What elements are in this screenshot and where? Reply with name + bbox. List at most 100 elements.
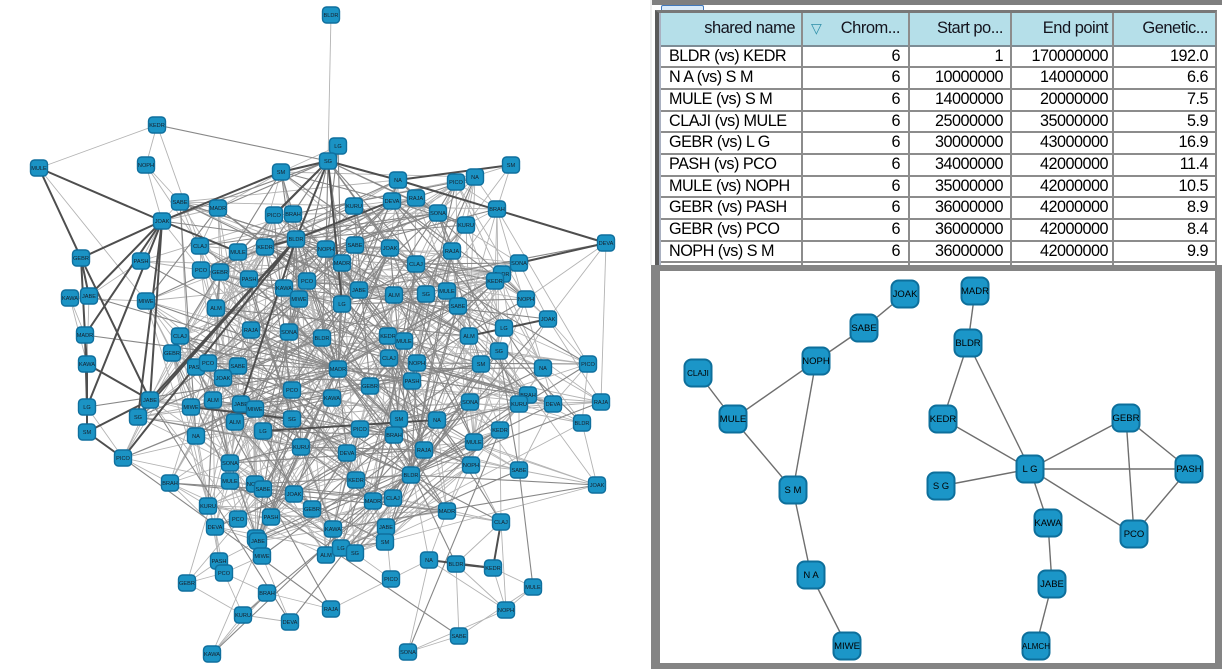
svg-text:MADR: MADR xyxy=(77,333,93,339)
svg-text:KURU: KURU xyxy=(458,223,474,229)
svg-text:JOAK: JOAK xyxy=(893,289,918,300)
svg-text:CLAJ: CLAJ xyxy=(409,262,423,268)
svg-text:DEVA: DEVA xyxy=(546,402,561,408)
svg-text:MADR: MADR xyxy=(334,261,350,267)
svg-text:DEVA: DEVA xyxy=(340,451,355,457)
svg-text:CLAJ: CLAJ xyxy=(193,244,207,250)
svg-text:PCO: PCO xyxy=(218,571,231,577)
svg-text:CLAJ: CLAJ xyxy=(173,334,187,340)
svg-text:GEBR: GEBR xyxy=(212,270,228,276)
svg-text:NOPH: NOPH xyxy=(138,163,154,169)
svg-text:SM: SM xyxy=(477,362,486,368)
svg-text:PICO: PICO xyxy=(116,456,130,462)
svg-text:SG: SG xyxy=(495,349,503,355)
svg-text:BRAH: BRAH xyxy=(386,433,402,439)
svg-text:RAJA: RAJA xyxy=(324,607,339,613)
svg-text:PASH: PASH xyxy=(264,515,279,521)
svg-text:PASH: PASH xyxy=(134,259,149,265)
svg-text:SG: SG xyxy=(134,415,142,421)
svg-text:DEVA: DEVA xyxy=(283,620,298,626)
svg-text:MULE: MULE xyxy=(525,585,541,591)
svg-text:RAJA: RAJA xyxy=(445,249,460,255)
svg-text:GEBR: GEBR xyxy=(73,256,89,262)
svg-text:SM: SM xyxy=(381,540,390,546)
svg-text:ALM: ALM xyxy=(463,334,475,340)
svg-text:NA: NA xyxy=(539,366,547,372)
svg-text:PASH: PASH xyxy=(1176,464,1201,475)
svg-text:JOAK: JOAK xyxy=(155,219,170,225)
svg-text:MULE: MULE xyxy=(230,250,246,256)
svg-text:PCO: PCO xyxy=(301,279,314,285)
svg-text:MADR: MADR xyxy=(210,206,226,212)
svg-text:BLDR: BLDR xyxy=(449,562,464,568)
svg-text:SONA: SONA xyxy=(222,461,238,467)
svg-text:BLDR: BLDR xyxy=(324,13,339,19)
svg-text:KEDR: KEDR xyxy=(487,279,503,285)
svg-text:ALM: ALM xyxy=(229,420,241,426)
svg-text:NOPH: NOPH xyxy=(318,247,334,253)
svg-text:PASH: PASH xyxy=(189,365,204,371)
svg-text:PCO: PCO xyxy=(232,517,245,523)
svg-text:MULE: MULE xyxy=(466,440,482,446)
svg-text:MIWE: MIWE xyxy=(183,405,198,411)
svg-text:NOPH: NOPH xyxy=(498,608,514,614)
svg-text:NOPH: NOPH xyxy=(518,297,534,303)
svg-text:NA: NA xyxy=(192,434,200,440)
svg-text:PICO: PICO xyxy=(267,213,281,219)
svg-text:PCO: PCO xyxy=(286,388,299,394)
svg-text:SABE: SABE xyxy=(256,487,271,493)
svg-text:MADR: MADR xyxy=(961,286,989,297)
svg-text:GEBR: GEBR xyxy=(1113,413,1140,424)
svg-text:SABE: SABE xyxy=(173,200,188,206)
svg-text:SM: SM xyxy=(395,417,404,423)
svg-text:KEDR: KEDR xyxy=(257,245,273,251)
svg-text:CLAJ: CLAJ xyxy=(386,496,400,502)
svg-text:MADR: MADR xyxy=(439,509,455,515)
svg-text:KEDR: KEDR xyxy=(485,566,501,572)
svg-text:BRAH: BRAH xyxy=(162,481,178,487)
svg-text:MIWE: MIWE xyxy=(291,297,306,303)
svg-text:BRAH: BRAH xyxy=(285,212,301,218)
svg-text:KAWA: KAWA xyxy=(324,396,340,402)
svg-text:BRAH: BRAH xyxy=(489,207,505,213)
svg-text:SM: SM xyxy=(83,430,92,436)
svg-text:ALM: ALM xyxy=(210,306,222,312)
svg-text:CLAJ: CLAJ xyxy=(382,356,396,362)
svg-text:RAJA: RAJA xyxy=(409,196,424,202)
svg-text:SONA: SONA xyxy=(511,261,527,267)
svg-text:LG: LG xyxy=(334,144,341,150)
svg-text:BLDR: BLDR xyxy=(955,338,980,349)
svg-text:PASH: PASH xyxy=(242,277,257,283)
svg-text:PCO: PCO xyxy=(1124,529,1145,540)
svg-text:PICO: PICO xyxy=(353,427,367,433)
svg-text:BLDR: BLDR xyxy=(575,421,590,427)
svg-text:NOPH: NOPH xyxy=(802,356,830,367)
svg-text:SG: SG xyxy=(288,417,296,423)
svg-text:RAJA: RAJA xyxy=(594,400,609,406)
svg-text:KAWA: KAWA xyxy=(325,527,341,533)
svg-text:JOAK: JOAK xyxy=(216,376,231,382)
svg-text:SG: SG xyxy=(351,551,359,557)
svg-text:BLDR: BLDR xyxy=(289,237,304,243)
svg-text:MADR: MADR xyxy=(330,367,346,373)
svg-text:CLAJ: CLAJ xyxy=(494,520,508,526)
svg-text:SG: SG xyxy=(324,159,332,165)
svg-text:PCO: PCO xyxy=(202,361,215,367)
svg-text:MULE: MULE xyxy=(31,166,47,172)
svg-text:RAJA: RAJA xyxy=(417,448,432,454)
svg-text:JABE: JABE xyxy=(251,539,265,545)
svg-text:JABE: JABE xyxy=(1040,579,1064,590)
svg-text:GEBR: GEBR xyxy=(164,351,180,357)
svg-text:SABE: SABE xyxy=(348,243,363,249)
svg-text:PICO: PICO xyxy=(581,362,595,368)
svg-text:MIWE: MIWE xyxy=(247,407,262,413)
svg-text:LG: LG xyxy=(500,326,507,332)
svg-text:ALM: ALM xyxy=(207,398,219,404)
svg-text:JOAK: JOAK xyxy=(287,492,302,498)
svg-text:PICO: PICO xyxy=(384,577,398,583)
svg-text:KEDR: KEDR xyxy=(380,334,396,340)
svg-text:ALM: ALM xyxy=(320,553,332,559)
svg-text:N A: N A xyxy=(803,570,819,581)
svg-text:DEVA: DEVA xyxy=(385,199,400,205)
svg-text:SABE: SABE xyxy=(231,364,246,370)
